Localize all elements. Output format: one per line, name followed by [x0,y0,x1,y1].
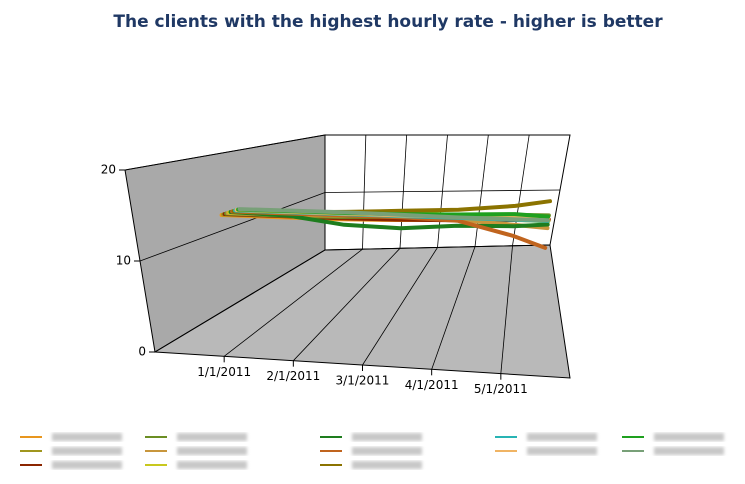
legend-blurred-label [527,433,597,441]
x-tick-label: 4/1/2011 [405,378,459,392]
y-tick-label: 10 [116,254,131,268]
legend-blurred-label [654,447,724,455]
legend-blurred-label [177,433,247,441]
series-line [237,207,550,223]
grid-line [437,134,448,248]
grid-line [362,134,367,250]
series-line [228,210,550,231]
grid-line [154,249,326,353]
grid-line [124,134,326,171]
y-tick-label: 0 [138,345,146,359]
legend-blurred-label [352,447,422,455]
x-tick-label: 1/1/2011 [197,365,251,379]
legend-blurred-label [177,447,247,455]
grid-line [500,245,513,374]
x-tick-label: 5/1/2011 [474,382,528,396]
legend-blurred-label [52,447,122,455]
x-tick-label: 2/1/2011 [266,369,320,383]
legend-blurred-label [177,461,247,469]
legend-blurred-label [52,461,122,469]
y-tick-label: 20 [101,163,116,177]
x-tick-label: 3/1/2011 [336,374,390,388]
grid-line [362,247,438,366]
grid-line [139,192,326,262]
legend-blurred-label [352,433,422,441]
grid-line [293,248,401,361]
legend-blurred-label [654,433,724,441]
legend-blurred-label [352,461,422,469]
grid-line [223,248,363,357]
legend-blurred-label [52,433,122,441]
chart-title: The clients with the highest hourly rate… [113,12,663,32]
legend-blurred-label [527,447,597,455]
grid-line [431,246,476,370]
